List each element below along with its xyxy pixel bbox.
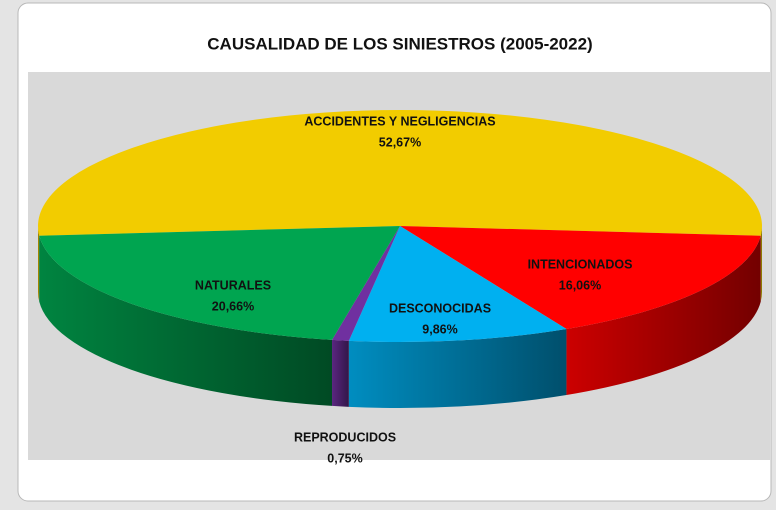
pie-slice	[400, 226, 761, 330]
pie-side	[39, 235, 333, 406]
slice-value-label: 0,75%	[327, 451, 362, 465]
pie-sides	[38, 226, 762, 408]
pie-slice	[38, 110, 762, 236]
pie-slice	[332, 226, 400, 341]
pie-side	[38, 226, 40, 302]
slice-value-label: 16,06%	[559, 278, 601, 292]
slice-value-label: 20,66%	[212, 299, 254, 313]
slice-label: INTENCIONADOS	[528, 257, 633, 271]
slice-label: REPRODUCIDOS	[294, 430, 396, 444]
slice-label: DESCONOCIDAS	[389, 301, 491, 315]
pie-slice	[39, 226, 400, 340]
pie-side	[760, 226, 762, 302]
pie-side	[332, 339, 349, 407]
slice-label: NATURALES	[195, 278, 271, 292]
pie-side	[566, 235, 761, 396]
pie-side	[348, 329, 567, 408]
slice-value-label: 9,86%	[422, 322, 457, 336]
chart-title: CAUSALIDAD DE LOS SINIESTROS (2005-2022)	[207, 34, 592, 53]
slice-value-label: 52,67%	[379, 135, 421, 149]
pie-slice	[348, 226, 567, 342]
slice-label: ACCIDENTES Y NEGLIGENCIAS	[304, 114, 495, 128]
